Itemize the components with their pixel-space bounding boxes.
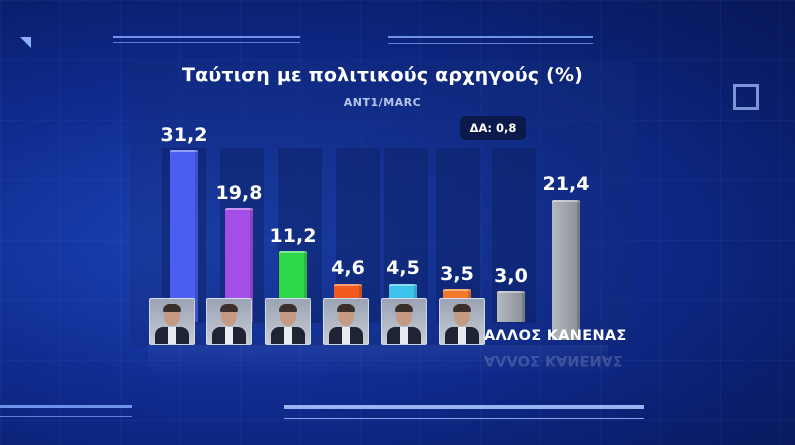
leader-photo-6 — [439, 298, 485, 345]
bar-value: 3,5 — [440, 263, 474, 285]
bar-value: 11,2 — [269, 225, 317, 247]
bar-leader-1 — [170, 150, 198, 322]
leader-photo-3 — [265, 298, 311, 345]
bar-none — [552, 200, 580, 340]
bar-value: 4,6 — [331, 257, 365, 279]
corner-triangle-icon — [20, 37, 31, 48]
margin-of-error-badge: ΔΑ: 0,8 — [460, 116, 526, 140]
square-outline-icon — [733, 84, 759, 110]
floor-reflection — [148, 345, 608, 375]
decor-line — [0, 416, 132, 417]
decor-line — [113, 36, 300, 38]
bar-value: 4,5 — [386, 257, 420, 279]
leader-photo-5 — [381, 298, 427, 345]
decor-line — [284, 418, 644, 419]
category-label-reflection: ΑΛΛΟΣ ΚΑΝΕΝΑΣ — [484, 352, 623, 368]
leader-photo-1 — [149, 298, 195, 345]
leader-photo-4 — [323, 298, 369, 345]
chart-title: Ταύτιση με πολιτικούς αρχηγούς (%) — [181, 64, 584, 86]
bar-other — [497, 291, 525, 322]
decor-line — [0, 405, 132, 408]
decor-line — [284, 405, 644, 409]
bar-value: 31,2 — [160, 124, 208, 146]
bar-value: 21,4 — [542, 173, 590, 195]
bar-value: 3,0 — [494, 265, 528, 287]
decor-line — [388, 43, 593, 44]
leader-photo-2 — [206, 298, 252, 345]
decor-line — [113, 42, 300, 43]
bar-value: 19,8 — [215, 182, 263, 204]
chart-source: ANT1/MARC — [343, 96, 422, 109]
category-label-other-none: ΑΛΛΟΣ ΚΑΝΕΝΑΣ — [484, 328, 627, 344]
decor-line — [388, 36, 593, 38]
